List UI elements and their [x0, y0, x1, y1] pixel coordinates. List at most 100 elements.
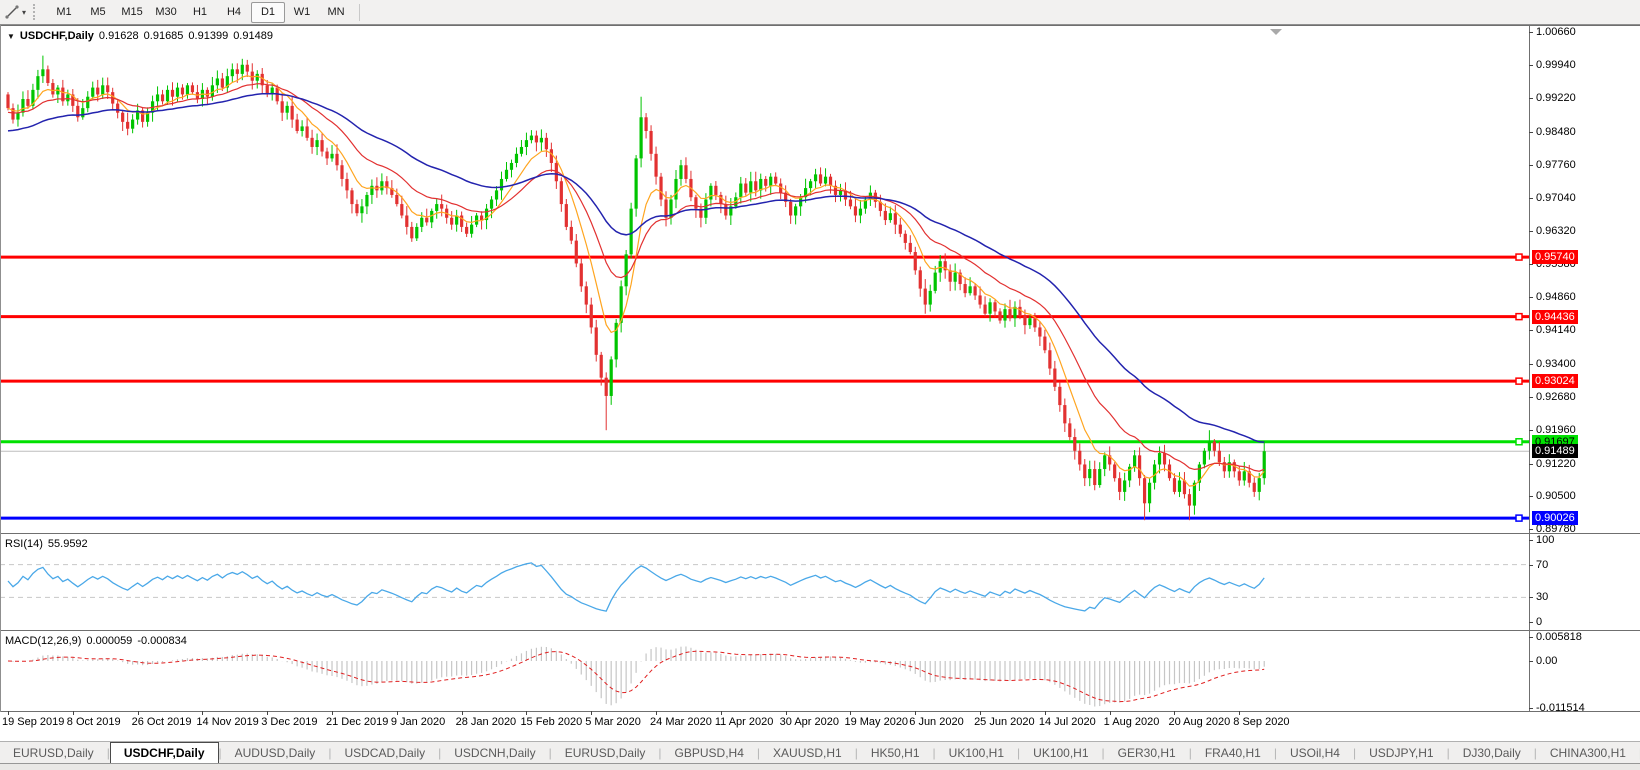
- cursor-tool-icon: [5, 5, 19, 19]
- tab-USDCAD-Daily[interactable]: USDCAD,Daily: [344, 745, 426, 760]
- main-rsi-divider[interactable]: [0, 533, 1640, 534]
- tab-UK100-H1[interactable]: UK100,H1: [948, 745, 1005, 760]
- price-axis-border: [1529, 25, 1530, 712]
- symbol-dropdown-icon[interactable]: ▼: [7, 31, 15, 41]
- price-axis-label: 0.97760: [1536, 158, 1576, 171]
- tab-FRA40-H1[interactable]: FRA40,H1: [1204, 745, 1261, 760]
- chart-shift-marker-icon[interactable]: [1270, 29, 1282, 35]
- macd-signal: -0.000834: [137, 635, 187, 647]
- rsi-axis-label: 30: [1536, 591, 1549, 604]
- price-axis-label: 0.91960: [1536, 423, 1576, 436]
- tab-separator: |: [438, 745, 442, 760]
- moving-average-fast: [7, 75, 1265, 487]
- tab-USDCHF-Daily[interactable]: USDCHF,Daily: [109, 742, 219, 763]
- chart-top-border: [0, 25, 1640, 26]
- timeframe-button-D1[interactable]: D1: [251, 1, 286, 23]
- level-handle[interactable]: [1515, 312, 1523, 321]
- price-tick: [1529, 529, 1533, 531]
- level-handle[interactable]: [1515, 377, 1523, 385]
- macd-tick: [1529, 637, 1533, 639]
- timeframe-button-H1[interactable]: H1: [192, 6, 208, 18]
- timeframe-button-W1[interactable]: W1: [293, 6, 311, 18]
- price-tick: [1529, 496, 1533, 498]
- date-label: 15 Feb 2020: [520, 716, 583, 728]
- price-tick: [1529, 164, 1533, 166]
- tab-UK100-H1[interactable]: UK100,H1: [1033, 745, 1089, 760]
- chart-left-border: [0, 25, 1, 712]
- macd-panel-canvas[interactable]: [0, 631, 1529, 711]
- price-axis-label: 0.91220: [1536, 457, 1576, 470]
- toolbar-grip-handle[interactable]: [33, 4, 38, 20]
- level-handle[interactable]: [1515, 514, 1523, 522]
- price-tick: [1529, 197, 1533, 199]
- timeframe-button-M5[interactable]: M5: [90, 6, 106, 18]
- price-tick: [1529, 297, 1533, 299]
- rsi-axis-label: 70: [1536, 558, 1549, 571]
- chart-tab-bar: EURUSD,Daily | USDCHF,Daily | AUDUSD,Daily | U…: [0, 741, 1640, 764]
- ohlc-high: 0.91685: [143, 30, 184, 42]
- date-label: 19 Sep 2019: [2, 716, 65, 728]
- price-badge-0.95740: 0.95740: [1532, 250, 1578, 265]
- tab-separator: |: [1352, 745, 1357, 760]
- tab-USDJPY-H1[interactable]: USDJPY,H1: [1369, 745, 1434, 760]
- rsi-tick: [1529, 597, 1533, 599]
- tab-AUDUSD-Daily[interactable]: AUDUSD,Daily: [234, 745, 316, 760]
- tab-CHINA300-H1[interactable]: CHINA300,H1: [1549, 745, 1626, 760]
- rsi-name: RSI(14): [5, 538, 43, 550]
- cursor-tool-button[interactable]: ▾: [4, 4, 26, 20]
- toolbar-separator: [359, 3, 361, 21]
- date-tick: [1044, 711, 1046, 715]
- tab-USDCNH-Daily[interactable]: USDCNH,Daily: [454, 745, 536, 760]
- price-badge-0.94436: 0.94436: [1532, 309, 1578, 324]
- date-tick: [267, 711, 269, 715]
- date-tick: [656, 711, 658, 715]
- tab-separator: |: [1017, 745, 1021, 760]
- timeframe-button-M1[interactable]: M1: [56, 6, 72, 18]
- timeframe-button-H4[interactable]: H4: [226, 6, 242, 18]
- price-tick: [1529, 429, 1533, 431]
- tab-HK50-H1[interactable]: HK50,H1: [870, 745, 920, 760]
- chart-symbol-label: USDCHF,Daily: [19, 30, 94, 42]
- tab-EURUSD-Daily[interactable]: EURUSD,Daily: [564, 745, 646, 760]
- date-tick: [137, 711, 139, 715]
- level-handle[interactable]: [1515, 253, 1523, 261]
- timeframe-button-MN[interactable]: MN: [327, 6, 345, 18]
- tab-DJ30-Daily[interactable]: DJ30,Daily: [1462, 745, 1521, 760]
- price-axis-label: 0.99940: [1536, 59, 1576, 72]
- date-label: 11 Apr 2020: [714, 716, 774, 728]
- timeframe-button-M30[interactable]: M30: [155, 6, 177, 18]
- macd-axis-label: -0.011514: [1536, 702, 1585, 715]
- tab-separator: |: [1101, 745, 1105, 760]
- price-axis-label: 0.92680: [1536, 390, 1576, 403]
- date-tick: [1109, 711, 1111, 715]
- rsi-macd-divider[interactable]: [0, 630, 1640, 631]
- tab-XAUUSD-H1[interactable]: XAUUSD,H1: [773, 745, 842, 760]
- timeframe-buttons: M1 M5 M15 M30 H1 H4 D1 W1 MN: [47, 1, 353, 23]
- tab-GBPUSD-H4[interactable]: GBPUSD,H4: [674, 745, 744, 760]
- date-label: 8 Sep 2020: [1233, 716, 1290, 728]
- date-label: 21 Dec 2019: [326, 716, 389, 728]
- date-tick: [980, 711, 982, 715]
- macd-header: MACD(12,26,9) 0.000059 -0.000834: [5, 635, 187, 647]
- main-chart-canvas[interactable]: [0, 25, 1529, 533]
- tab-USOil-H4[interactable]: USOil,H4: [1289, 745, 1340, 760]
- date-label: 26 Oct 2019: [131, 716, 192, 728]
- timeframe-button-M15[interactable]: M15: [121, 6, 143, 18]
- tab-EURUSD-Daily[interactable]: EURUSD,Daily: [13, 745, 94, 760]
- macd-axis-label: 0.00: [1536, 655, 1558, 667]
- date-tick: [332, 711, 334, 715]
- level-handle[interactable]: [1515, 438, 1523, 446]
- tab-GER30-H1[interactable]: GER30,H1: [1117, 745, 1176, 760]
- date-label: 5 Mar 2020: [585, 716, 641, 728]
- date-tick: [202, 711, 204, 715]
- rsi-panel-canvas[interactable]: [0, 534, 1529, 629]
- price-tick: [1529, 131, 1533, 133]
- date-label: 1 Aug 2020: [1103, 716, 1160, 728]
- price-tick: [1529, 330, 1533, 332]
- price-badge-0.90026: 0.90026: [1532, 511, 1578, 526]
- moving-average-mid: [7, 83, 1265, 472]
- price-axis-label: 0.97040: [1536, 191, 1576, 204]
- price-tick: [1529, 396, 1533, 398]
- ohlc-low: 0.91399: [188, 30, 229, 42]
